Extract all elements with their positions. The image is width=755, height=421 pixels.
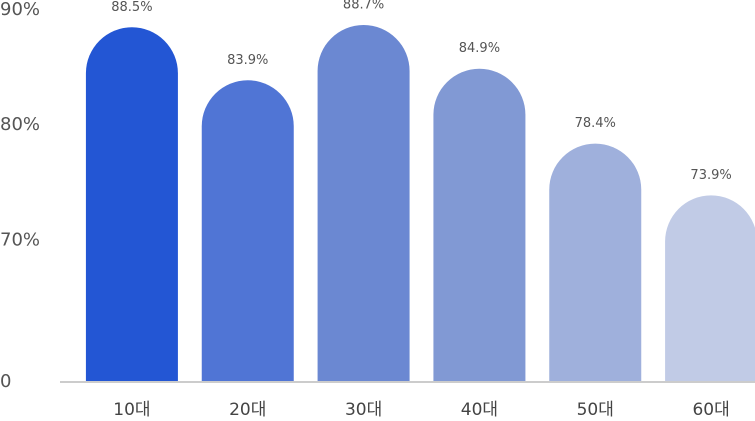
y-tick-label: 0	[0, 371, 11, 392]
value-label: 84.9%	[459, 41, 500, 56]
bar	[433, 68, 526, 381]
x-tick-label: 50대	[577, 400, 614, 420]
bar	[549, 143, 642, 381]
x-tick-label: 40대	[461, 400, 498, 420]
bar	[665, 195, 755, 381]
x-tick-label: 60대	[692, 400, 729, 420]
bar	[85, 27, 178, 382]
y-tick-label: 80%	[0, 114, 40, 135]
bar	[317, 24, 410, 381]
value-label: 88.7%	[343, 0, 384, 12]
x-tick-label: 20대	[229, 400, 266, 420]
value-label: 73.9%	[690, 168, 731, 183]
x-tick-label: 10대	[113, 400, 150, 420]
value-label: 83.9%	[227, 53, 268, 68]
y-tick-label: 90%	[0, 0, 40, 20]
x-tick-label: 30대	[345, 400, 382, 420]
y-tick-label: 70%	[0, 229, 40, 250]
value-label: 78.4%	[575, 116, 616, 131]
bar	[201, 80, 294, 381]
value-label: 88.5%	[111, 0, 152, 15]
